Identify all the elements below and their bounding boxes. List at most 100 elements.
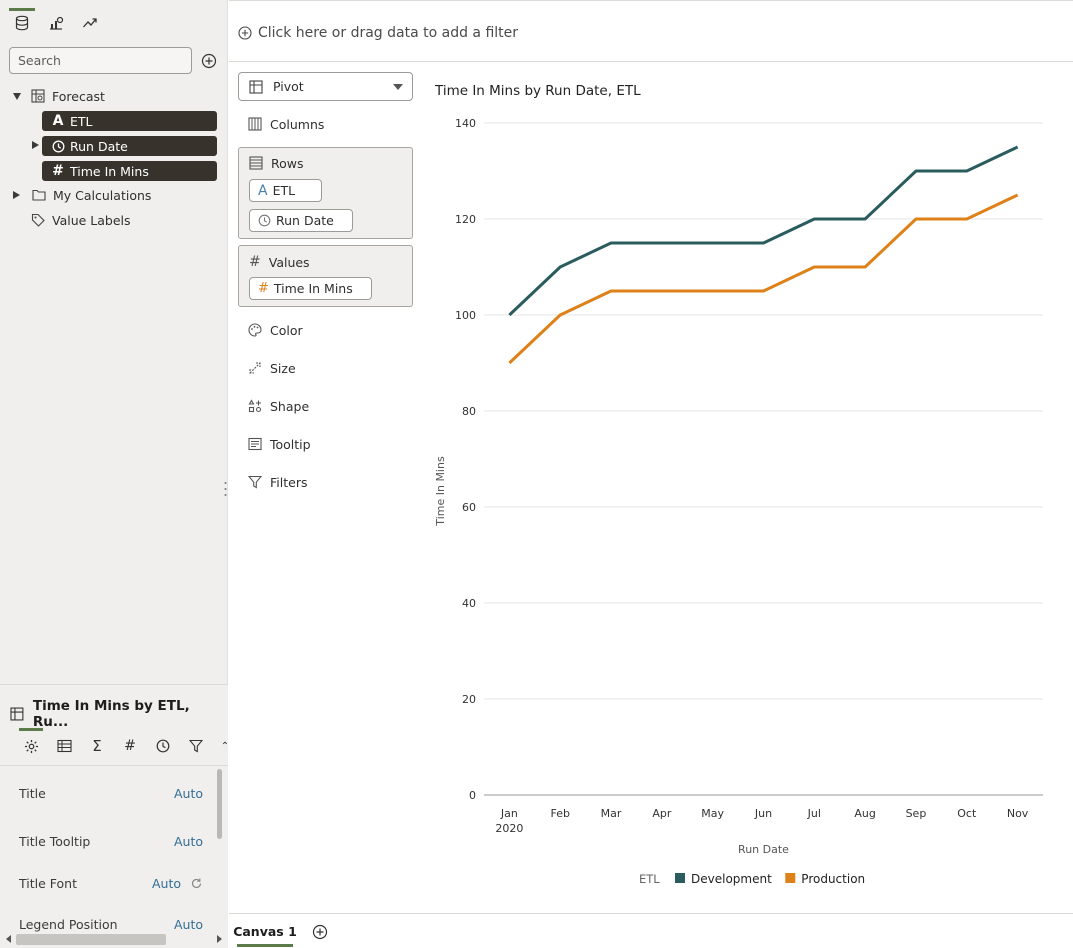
visualizations-tab[interactable] <box>43 10 69 36</box>
values-label: Values <box>268 254 310 270</box>
gear-icon <box>24 739 38 753</box>
visualization-canvas[interactable]: Time In Mins by Run Date, ETL 0 20 40 60 80 1… <box>422 63 1073 913</box>
canvas-tab-bar: Canvas 1 <box>229 913 1073 948</box>
expanded-icon[interactable] <box>13 92 21 100</box>
scroll-left-icon[interactable] <box>6 935 11 943</box>
filters-drop-target[interactable]: Filters <box>248 472 307 492</box>
more-tabs[interactable]: ⌃ <box>216 737 234 755</box>
property-label: Title Tooltip <box>19 833 91 849</box>
shape-drop-target[interactable]: Shape <box>248 396 309 416</box>
x-tick-label: Jun <box>754 807 772 820</box>
clock-icon <box>258 214 271 227</box>
table-icon <box>56 739 72 753</box>
properties-title-text: Time In Mins by ETL, Ru... <box>32 698 190 730</box>
add-filter-prompt[interactable]: Click here or drag data to add a filter <box>238 25 518 41</box>
columns-drop-target[interactable]: Columns <box>248 114 324 134</box>
vertical-scrollbar[interactable] <box>217 769 222 839</box>
value-labels-label: Value Labels <box>52 212 131 228</box>
property-legend-position[interactable]: Legend Position Auto <box>19 914 203 934</box>
tree-column-run-date[interactable]: Run Date <box>42 136 217 156</box>
add-data-icon[interactable] <box>201 53 217 69</box>
columns-icon <box>248 117 262 131</box>
axis-tab[interactable] <box>55 737 73 755</box>
x-axis-title: Run Date <box>738 843 789 856</box>
pivot-icon <box>10 707 24 721</box>
legend-swatch <box>785 873 796 883</box>
scroll-right-icon[interactable] <box>217 935 222 943</box>
date-time-tab[interactable] <box>154 737 172 755</box>
attribute-icon: A <box>52 113 64 129</box>
x-tick-label: Sep <box>906 807 927 820</box>
tree-my-calculations[interactable]: My Calculations <box>13 185 151 205</box>
tree-column-label: ETL <box>70 113 93 129</box>
left-panel-tabs <box>0 0 228 42</box>
tree-value-labels[interactable]: Value Labels <box>31 210 131 230</box>
data-panel: Forecast A ETL Run Date # Time In Mins M… <box>0 0 229 948</box>
splitter-grip-icon[interactable] <box>224 480 227 498</box>
property-value[interactable]: Auto <box>151 875 181 891</box>
collapsed-icon[interactable] <box>13 191 20 199</box>
filter-icon <box>248 475 262 489</box>
analytics-tab[interactable] <box>77 10 103 36</box>
tree-column-label: Run Date <box>70 138 128 154</box>
chip-label: ETL <box>272 183 296 198</box>
line-chart[interactable]: 0 20 40 60 80 100 120 140 Jan Feb Mar Apr May Jun Jul A… <box>422 63 1073 913</box>
legend-title: ETL <box>639 872 660 886</box>
x-tick-label: Oct <box>957 807 977 820</box>
property-value[interactable]: Auto <box>173 916 203 932</box>
viz-type-select[interactable]: Pivot <box>238 72 413 101</box>
tree-column-time-in-mins[interactable]: # Time In Mins <box>42 161 217 181</box>
search-container <box>9 47 192 74</box>
chart-title: Time In Mins by Run Date, ETL <box>435 83 641 99</box>
tree-column-etl[interactable]: A ETL <box>42 111 217 131</box>
property-value[interactable]: Auto <box>173 833 203 849</box>
color-drop-target[interactable]: Color <box>248 320 303 340</box>
property-value[interactable]: Auto <box>173 785 203 801</box>
tooltip-drop-target[interactable]: Tooltip <box>248 434 311 454</box>
chevron-up-icon: ⌃ <box>220 740 230 752</box>
chip-label: Time In Mins <box>273 281 353 296</box>
data-tab[interactable] <box>9 8 35 36</box>
folder-icon <box>32 189 46 201</box>
collapsed-icon[interactable] <box>32 141 39 149</box>
rows-chip-etl[interactable]: A ETL <box>249 179 322 202</box>
totals-tab[interactable]: Σ <box>88 737 106 755</box>
filter-bar[interactable]: Click here or drag data to add a filter <box>229 0 1073 62</box>
values-header: # Values <box>249 252 310 272</box>
clock-icon <box>50 140 66 153</box>
values-chip-time-in-mins[interactable]: # Time In Mins <box>249 277 372 300</box>
tree-dataset-forecast[interactable]: Forecast <box>13 86 105 106</box>
measure-icon: # <box>258 281 269 296</box>
search-input[interactable] <box>9 47 192 74</box>
size-drop-target[interactable]: Size <box>248 358 296 378</box>
chip-label: Run Date <box>276 213 334 228</box>
size-label: Size <box>270 360 296 376</box>
x-tick-label: Apr <box>652 807 672 820</box>
property-label: Title <box>19 785 46 801</box>
canvas-tab[interactable]: Canvas 1 <box>229 914 301 948</box>
y-tick-label: 140 <box>455 117 476 130</box>
y-tick-label: 20 <box>462 693 476 706</box>
property-title[interactable]: Title Auto <box>19 783 203 803</box>
reset-icon[interactable] <box>190 877 203 890</box>
horizontal-scrollbar[interactable] <box>16 934 166 945</box>
rows-icon <box>249 156 263 170</box>
add-canvas-icon[interactable] <box>312 924 328 940</box>
grammar-panel: Pivot Columns Rows A ETL Run Date # Valu… <box>229 63 421 913</box>
y-tick-label: 80 <box>462 405 476 418</box>
hash-icon: # <box>249 254 261 270</box>
rows-drop-target[interactable]: Rows A ETL Run Date <box>238 147 413 239</box>
values-tab[interactable]: # <box>121 737 139 755</box>
property-title-tooltip[interactable]: Title Tooltip Auto <box>19 831 203 851</box>
pivot-icon <box>249 79 263 94</box>
values-drop-target[interactable]: # Values # Time In Mins <box>238 245 413 307</box>
tree-dataset-label: Forecast <box>52 88 105 104</box>
series-line-production <box>508 193 1019 365</box>
y-tick-label: 40 <box>462 597 476 610</box>
rows-chip-run-date[interactable]: Run Date <box>249 209 353 232</box>
property-title-font[interactable]: Title Font Auto <box>19 873 203 893</box>
filters-tab[interactable] <box>187 737 205 755</box>
general-tab[interactable] <box>19 728 43 755</box>
shapes-icon <box>248 399 262 413</box>
clock-icon <box>156 739 170 753</box>
